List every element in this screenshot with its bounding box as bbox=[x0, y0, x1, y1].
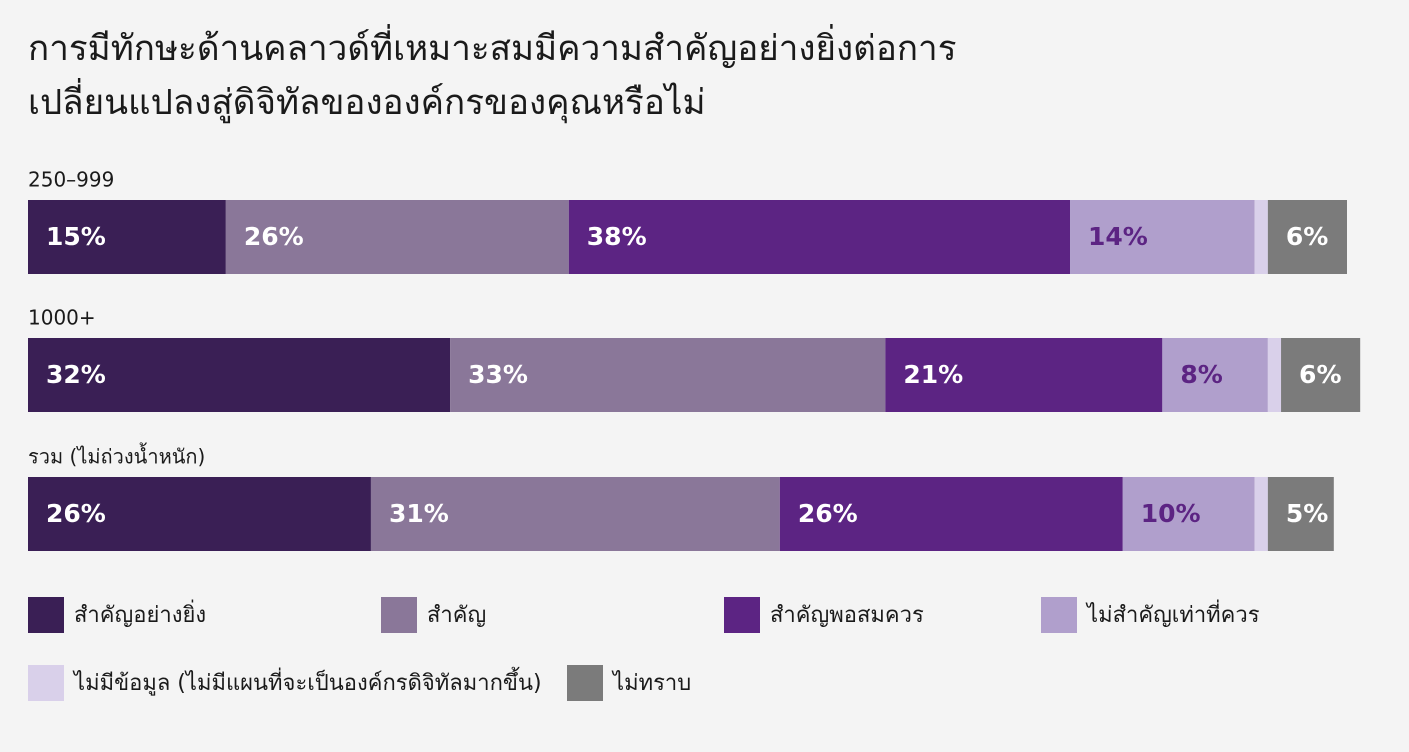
value-label: 6% bbox=[1286, 222, 1328, 251]
value-label: 14% bbox=[1088, 222, 1148, 251]
value-label: 26% bbox=[46, 499, 106, 528]
category-label: 1000+ bbox=[28, 306, 96, 330]
value-label: 6% bbox=[1299, 360, 1341, 389]
value-label: 21% bbox=[903, 360, 963, 389]
value-label: 33% bbox=[468, 360, 528, 389]
bar-segment bbox=[1070, 200, 1255, 274]
bar-segment bbox=[1267, 200, 1347, 274]
value-label: 32% bbox=[46, 360, 106, 389]
bar-segment bbox=[1281, 338, 1361, 412]
bar-segment bbox=[568, 200, 1071, 274]
legend-label: ไม่มีข้อมูล (ไม่มีแผนที่จะเป็นองค์กรดิจิ… bbox=[72, 667, 542, 696]
category-label: รวม (ไม่ถ่วงน้ำหนัก) bbox=[28, 443, 205, 469]
legend-label: สำคัญอย่างยิ่ง bbox=[74, 599, 206, 628]
legend-label: ไม่สำคัญเท่าที่ควร bbox=[1085, 599, 1260, 628]
bar-segment bbox=[1267, 338, 1282, 412]
legend-swatch bbox=[724, 597, 760, 633]
value-label: 26% bbox=[244, 222, 304, 251]
legend-swatch bbox=[381, 597, 417, 633]
bar-segment bbox=[370, 477, 780, 551]
bar-segment bbox=[450, 338, 886, 412]
legend-label: ไม่ทราบ bbox=[611, 670, 691, 696]
bar-segment bbox=[779, 477, 1123, 551]
bar-segment bbox=[1254, 477, 1268, 551]
legend-swatch bbox=[567, 665, 603, 701]
value-label: 38% bbox=[587, 222, 647, 251]
bar-segment bbox=[28, 477, 371, 551]
bar-segment bbox=[1254, 200, 1268, 274]
bar-segment bbox=[28, 338, 451, 412]
legend-label: สำคัญพอสมควร bbox=[770, 603, 924, 628]
value-label: 10% bbox=[1141, 499, 1201, 528]
bar-segment bbox=[885, 338, 1163, 412]
category-label: 250–999 bbox=[28, 168, 114, 192]
bar-segment bbox=[1122, 477, 1255, 551]
chart-title: การมีทักษะด้านคลาวด์ที่เหมาะสมมีความสำคั… bbox=[28, 29, 957, 123]
value-label: 5% bbox=[1286, 499, 1328, 528]
legend-label: สำคัญ bbox=[427, 603, 486, 628]
value-label: 15% bbox=[46, 222, 106, 251]
value-label: 26% bbox=[798, 499, 858, 528]
bar-segment bbox=[225, 200, 569, 274]
legend-swatch bbox=[28, 665, 64, 701]
bar-segment bbox=[1267, 477, 1334, 551]
value-label: 8% bbox=[1180, 360, 1222, 389]
bar-segment bbox=[28, 200, 226, 274]
legend-swatch bbox=[28, 597, 64, 633]
legend-swatch bbox=[1041, 597, 1077, 633]
bar-segment bbox=[1162, 338, 1268, 412]
value-label: 31% bbox=[389, 499, 449, 528]
